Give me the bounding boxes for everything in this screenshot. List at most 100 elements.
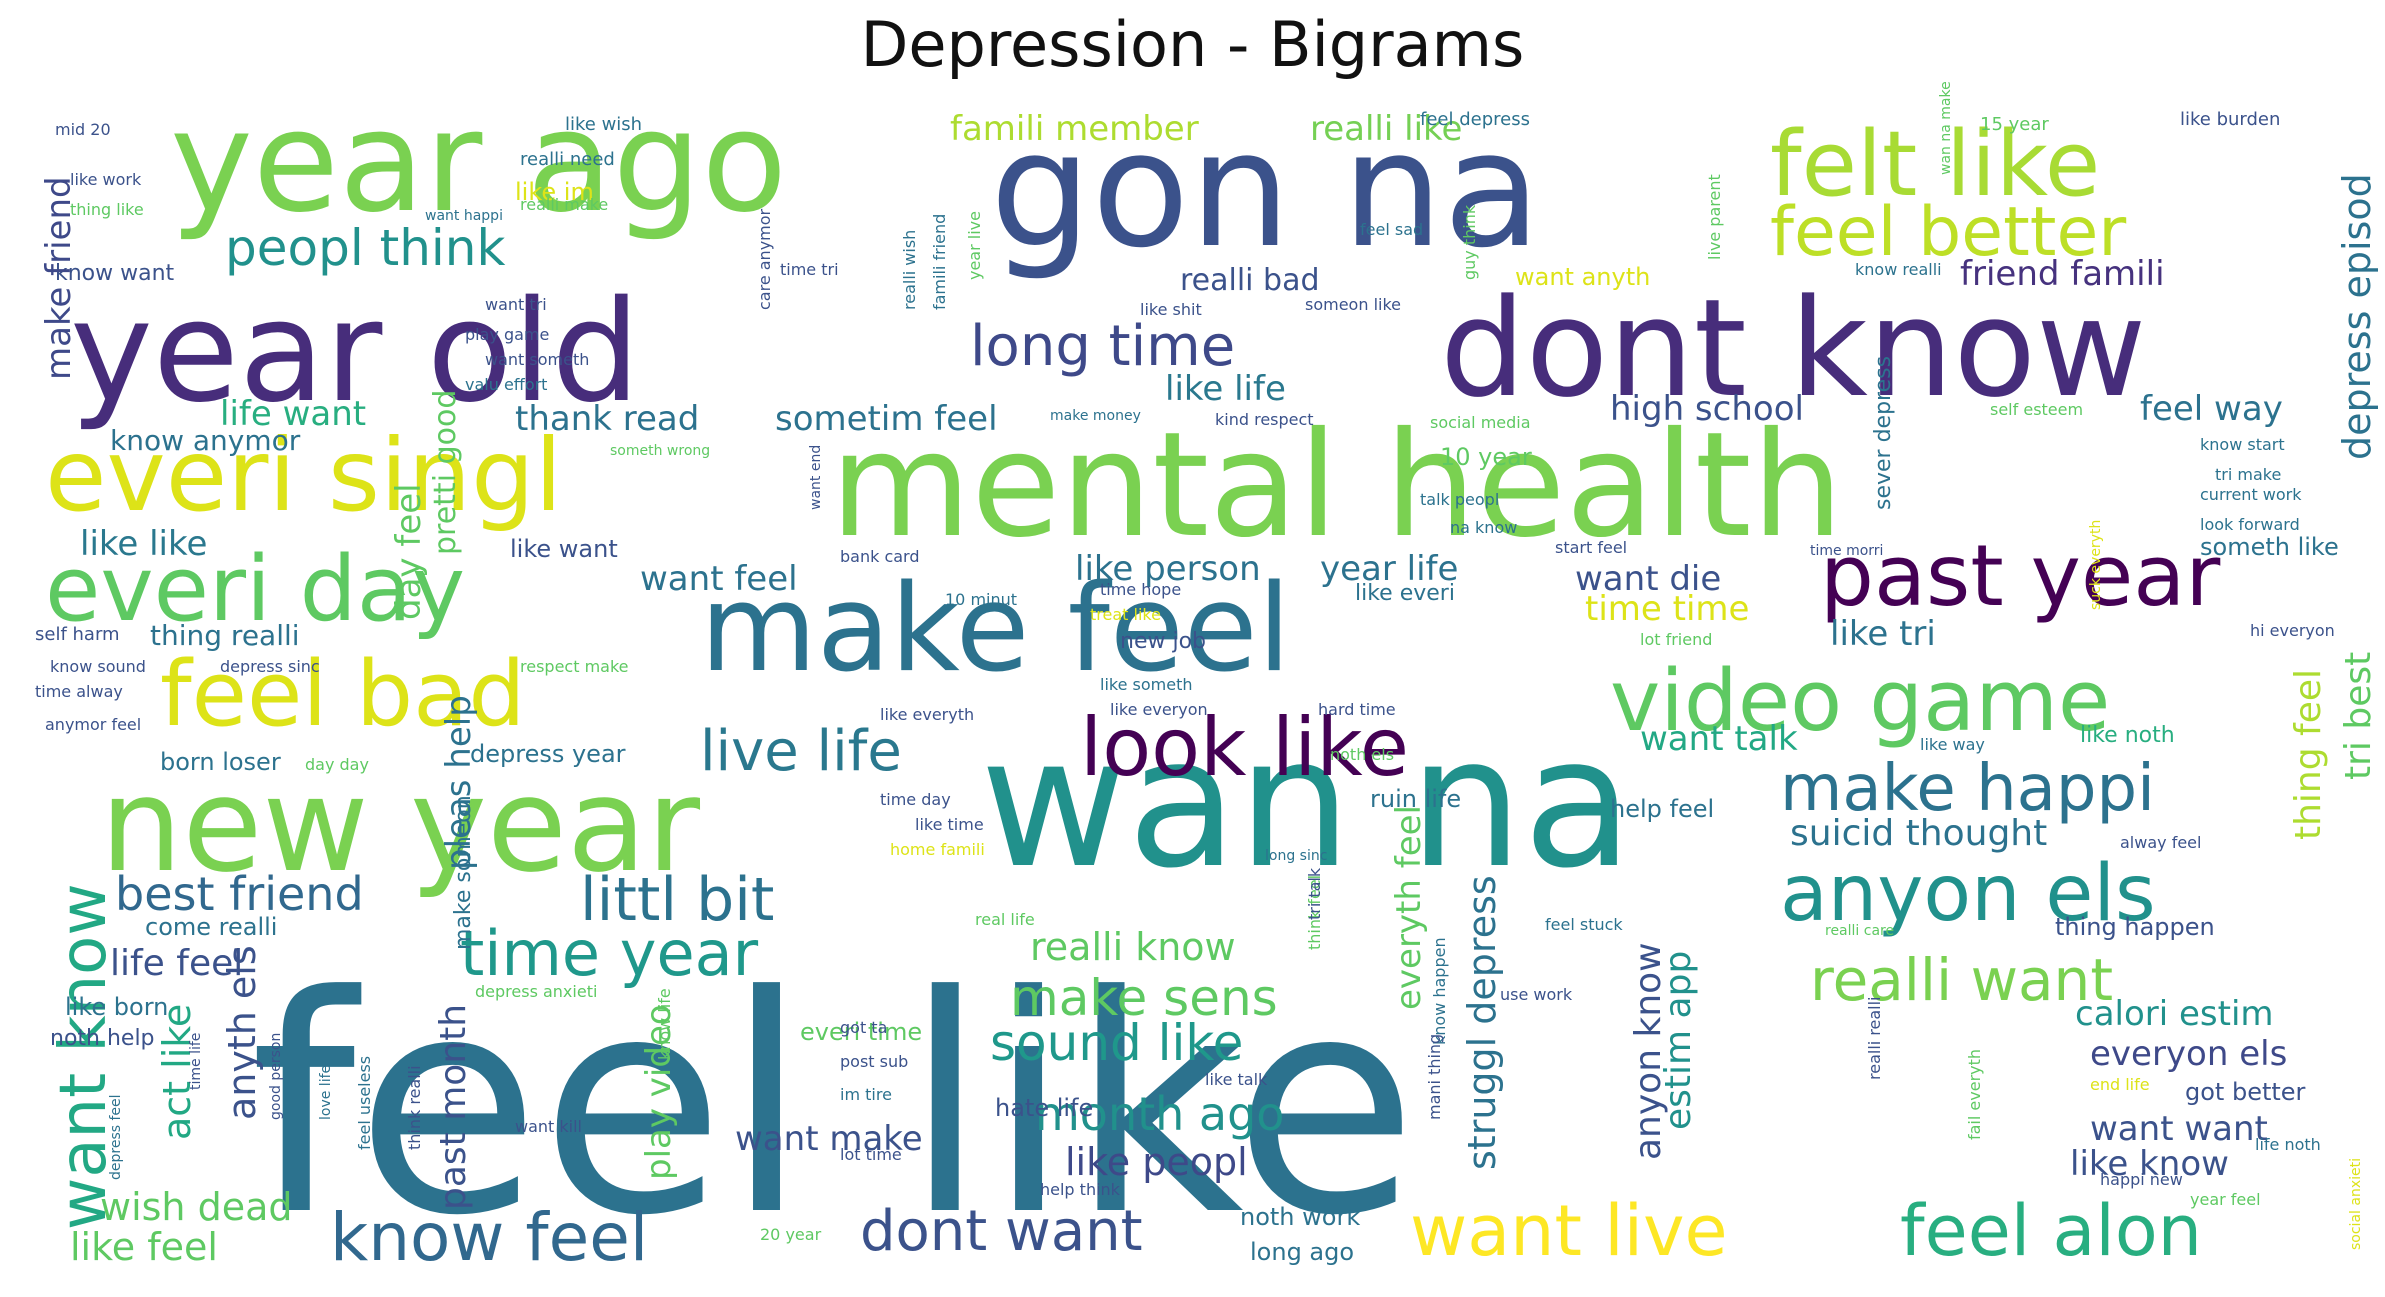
word-self-esteem: self esteem xyxy=(1990,400,2083,419)
word-like-im: like im xyxy=(515,178,594,206)
word-happi-new: happi new xyxy=(2100,1170,2183,1189)
word-year-live: year live xyxy=(965,211,984,280)
word-someth-wrong: someth wrong xyxy=(610,443,710,459)
word-know-sound: know sound xyxy=(50,657,146,676)
word-year-ago: year ago xyxy=(170,81,787,244)
word-realli-want: realli want xyxy=(1810,946,2113,1014)
word-dont-know: dont know xyxy=(1440,270,2146,427)
word-home-famili: home famili xyxy=(890,840,985,859)
word-thing-realli: thing realli xyxy=(150,619,300,652)
word-pretti-good: pretti good xyxy=(428,390,463,555)
word-ruin-life: ruin life xyxy=(1370,785,1461,813)
word-realli-know: realli know xyxy=(1030,925,1236,969)
word-end-life: end life xyxy=(2090,1075,2150,1094)
word-time-morri: time morri xyxy=(1810,543,1883,559)
word-like-work: like work xyxy=(70,170,142,189)
word-like-peopl: like peopl xyxy=(1065,1140,1248,1184)
word-like-tri: like tri xyxy=(1830,614,1936,654)
word-day-feel: day feel xyxy=(389,483,429,620)
word-long-time: long time xyxy=(970,314,1235,379)
word-famili-friend: famili friend xyxy=(930,214,949,310)
word-post-sub: post sub xyxy=(840,1052,908,1071)
word-life-want: life want xyxy=(220,394,366,434)
word-wan-na: wan na xyxy=(980,699,1633,908)
word-realli-care: realli care xyxy=(1825,923,1894,939)
word-play-video: play video xyxy=(639,1004,679,1180)
word-know-life: know life xyxy=(655,988,674,1060)
word-know-want: know want xyxy=(55,261,175,286)
word-peopl-think: peopl think xyxy=(225,219,505,277)
word-feel-stuck: feel stuck xyxy=(1545,915,1623,934)
word-talk-peopl: talk peopl xyxy=(1420,490,1499,509)
word-best-friend: best friend xyxy=(115,867,364,921)
word-sever-depress: sever depress xyxy=(1871,356,1896,510)
word-depress-episod: depress episod xyxy=(2335,173,2379,460)
word-high-school: high school xyxy=(1610,389,1804,429)
word-sometim-feel: sometim feel xyxy=(775,399,998,439)
word-pleas-help: pleas help xyxy=(439,695,479,870)
word-year-feel: year feel xyxy=(2190,1190,2261,1209)
word-like-born: like born xyxy=(65,993,168,1021)
word-like-way: like way xyxy=(1920,735,1985,754)
word-15-year: 15 year xyxy=(1980,114,2049,135)
word-realli-like: realli like xyxy=(1310,109,1462,149)
word-anyth-els: anyth els xyxy=(220,945,264,1120)
word-gon-na: gon na xyxy=(990,96,1541,283)
word-social-media: social media xyxy=(1430,413,1531,432)
word-got-better: got better xyxy=(2185,1078,2306,1106)
word-time-tri: time tri xyxy=(780,260,839,279)
word-think-feel: think feel xyxy=(1305,875,1324,950)
word-thing-happen: thing happen xyxy=(2055,913,2215,941)
word-like-someth: like someth xyxy=(1100,675,1192,694)
word-want-feel: want feel xyxy=(640,559,798,599)
word-life-feel: life feel xyxy=(110,943,243,984)
word-noth-help: noth help xyxy=(50,1026,155,1051)
word-make-someon: make someon xyxy=(451,795,476,950)
word-want-tri: want tri xyxy=(485,295,547,314)
word-calori-estim: calori estim xyxy=(2075,994,2274,1034)
word-tri-make: tri make xyxy=(2215,465,2281,484)
word-want-want: want want xyxy=(2090,1109,2268,1149)
word-want-die: want die xyxy=(1575,559,1721,599)
word-want-live: want live xyxy=(1410,1190,1728,1272)
word-like-person: like person xyxy=(1075,549,1261,589)
word-everi-day: everi day xyxy=(45,537,465,642)
word-want-anyth: want anyth xyxy=(1515,263,1650,291)
word-know-happen: know happen xyxy=(1430,937,1449,1045)
word-guy-think: guy think xyxy=(1460,204,1479,280)
word-like-know: like know xyxy=(2070,1144,2229,1184)
word-year-old: year old xyxy=(70,271,640,434)
word-feel-alon: feel alon xyxy=(1900,1190,2202,1272)
word-feel-better: feel better xyxy=(1770,193,2126,272)
word-someth-like: someth like xyxy=(2200,533,2339,561)
word-10-minut: 10 minut xyxy=(945,590,1017,609)
word-look-like: look like xyxy=(1080,701,1409,794)
word-think-realli: think realli xyxy=(405,1065,424,1150)
word-kind-respect: kind respect xyxy=(1215,410,1314,429)
word-know-realli: know realli xyxy=(1855,260,1942,279)
word-like-feel: like feel xyxy=(70,1225,218,1269)
word-famili-member: famili member xyxy=(950,109,1199,149)
word-play-game: play game xyxy=(465,325,549,344)
word-dont-want: dont want xyxy=(860,1199,1143,1264)
word-life-noth: life noth xyxy=(2255,1135,2321,1154)
word-video-game: video game xyxy=(1610,652,2110,751)
word-long-sinc: long sinc xyxy=(1265,848,1327,864)
word-feel-depress: feel depress xyxy=(1420,109,1530,130)
word-mid-20: mid 20 xyxy=(55,120,111,139)
word-feel-sad: feel sad xyxy=(1360,220,1423,239)
word-time-alway: time alway xyxy=(35,682,123,701)
word-hard-time: hard time xyxy=(1318,700,1396,719)
word-struggl-depress: struggl depress xyxy=(1460,875,1504,1170)
word-live-life: live life xyxy=(700,719,902,784)
word-thank-read: thank read xyxy=(515,399,699,439)
word-alway-feel: alway feel xyxy=(2120,833,2201,852)
word-make-feel: make feel xyxy=(700,560,1291,699)
word-born-loser: born loser xyxy=(160,748,281,776)
word-feel-like: feel like xyxy=(250,932,1418,1281)
word-im-tire: im tire xyxy=(840,1085,892,1104)
word-time-time: time time xyxy=(1585,589,1749,629)
word-depress-year: depress year xyxy=(470,740,626,768)
word-look-forward: look forward xyxy=(2200,515,2300,534)
